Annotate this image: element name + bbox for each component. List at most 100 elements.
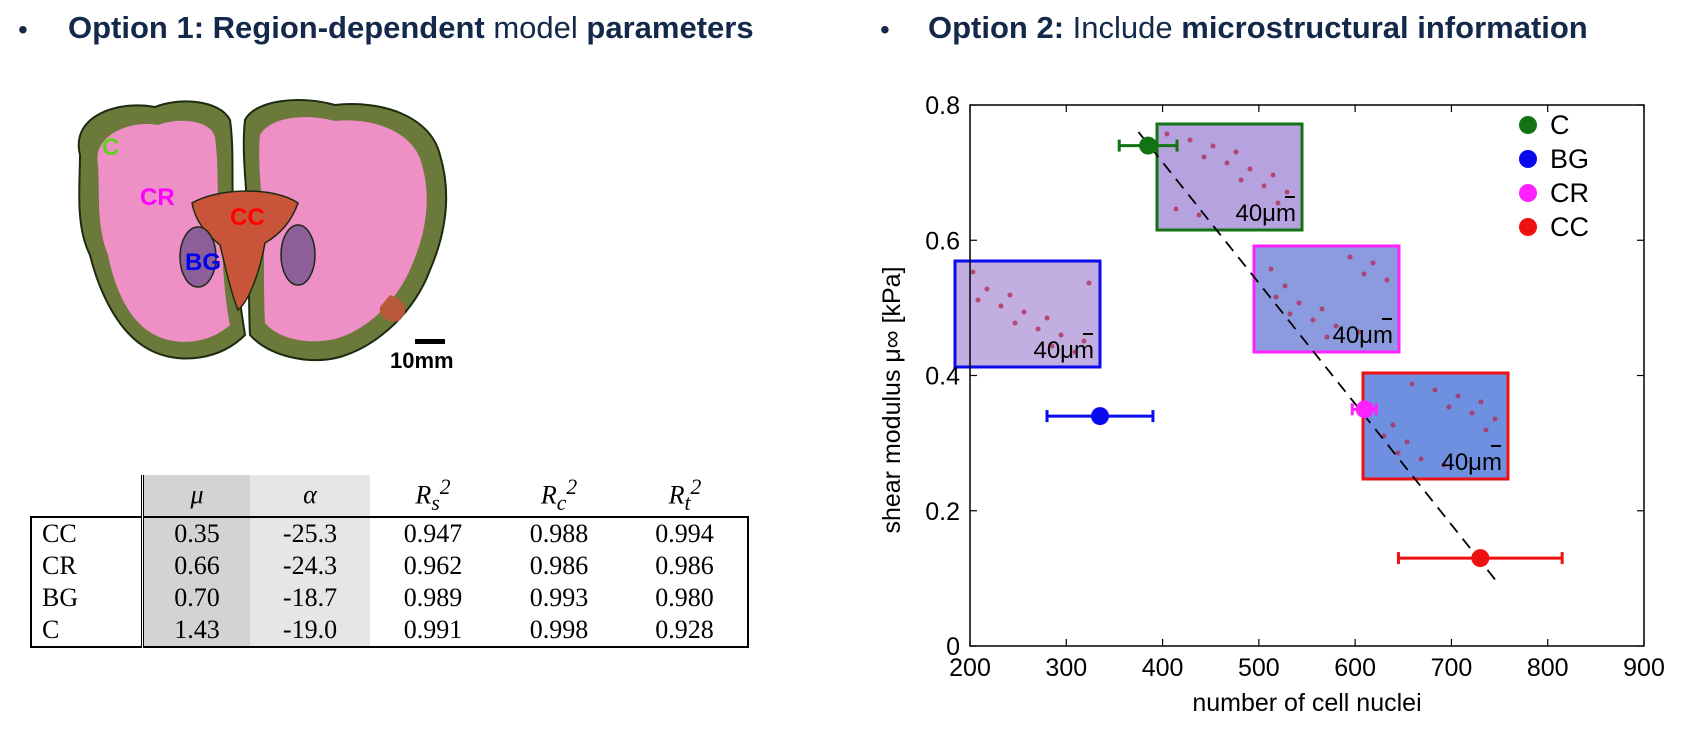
left-heading-prefix: Option 1: Region-dependent: [68, 10, 485, 45]
data-marks: [1045, 131, 1564, 586]
header-rc2: Rc2: [540, 475, 578, 515]
cell-nucleus-dot: [1238, 177, 1244, 183]
cell-nucleus-dot: [1284, 189, 1290, 195]
right-heading: Option 2: Include microstructural inform…: [928, 10, 1588, 46]
data-point-cr: [1355, 400, 1374, 419]
micro-scale-label: 40μm: [1332, 322, 1393, 349]
label-cc: CC: [230, 204, 265, 231]
cell-nucleus-dot: [1395, 450, 1401, 456]
table-cell: -25.3: [250, 516, 370, 550]
table-cell: 0.947: [403, 518, 463, 548]
shear-modulus-chart: 40μm 40μm 40μm 40μm 200 300 400 500 600 700 800 90…: [878, 95, 1665, 717]
cell-nucleus-dot: [1319, 306, 1325, 312]
y-axis-label: shear modulus μ∞ [kPa]: [878, 266, 906, 533]
x-tick-label: 900: [1623, 654, 1665, 682]
cell-nucleus-dot: [1446, 404, 1452, 410]
cell-nucleus-dot: [1196, 212, 1202, 218]
cell-nucleus-dot: [1287, 311, 1293, 317]
micro-scale-label: 40μm: [1441, 449, 1502, 476]
label-cr: CR: [140, 184, 175, 211]
cell-nucleus-dot: [1224, 160, 1230, 166]
left-heading-middle: model: [484, 10, 587, 45]
legend-label-bg: BG: [1550, 144, 1589, 174]
cell-nucleus-dot: [1404, 439, 1410, 445]
cell-nucleus-dot: [1361, 271, 1367, 277]
left-bullet: •: [18, 14, 28, 45]
cell-nucleus-dot: [1275, 200, 1281, 206]
cell-nucleus-dot: [1273, 294, 1279, 300]
x-tick-label: 200: [949, 654, 991, 682]
axis-ticks: 200 300 400 500 600 700 800 900 0 0.2 0.4 0.6 0.8: [925, 95, 1665, 682]
cell-nucleus-dot: [1081, 338, 1087, 344]
right-heading-prefix: Option 2:: [928, 10, 1065, 45]
table-cell: 1.43: [142, 613, 250, 647]
x-tick-label: 300: [1045, 654, 1087, 682]
data-point-bg: [1090, 407, 1109, 426]
table-row-label: C: [31, 613, 144, 647]
cell-nucleus-dot: [1418, 456, 1424, 462]
cell-nucleus-dot: [1270, 172, 1276, 178]
cell-nucleus-dot: [1441, 462, 1447, 468]
table-cell: 0.991: [403, 614, 463, 644]
cell-nucleus-dot: [1296, 300, 1302, 306]
table-cell: 0.70: [142, 581, 250, 614]
label-bg: BG: [185, 249, 221, 276]
y-tick-label: 0: [946, 633, 960, 661]
cell-nucleus-dot: [1058, 332, 1064, 338]
cell-nucleus-dot: [984, 286, 990, 292]
header-mu: μ: [142, 475, 250, 517]
cell-nucleus-dot: [1492, 416, 1498, 422]
cell-nucleus-dot: [1187, 137, 1193, 143]
cell-nucleus-dot: [1268, 266, 1274, 272]
legend-marker-c: [1519, 116, 1537, 134]
right-bullet: •: [880, 14, 890, 45]
legend-marker-bg: [1519, 150, 1537, 168]
parameter-table: μ α Rs2 Rc2 Rt2 CC 0.35 -25.3 0.947 0.988 0.9…: [30, 475, 749, 648]
cell-nucleus-dot: [1483, 427, 1489, 433]
inset-group: 40μm 40μm 40μm 40μm: [953, 122, 1510, 481]
table-row-label: BG: [31, 581, 144, 614]
table-row-label: CR: [31, 549, 144, 582]
cell-nucleus-dot: [1347, 254, 1353, 260]
cell-nucleus-dot: [1370, 260, 1376, 266]
cell-nucleus-dot: [1021, 309, 1027, 315]
table-cell: 0.993: [529, 582, 589, 612]
cell-nucleus-dot: [1455, 393, 1461, 399]
legend-label-c: C: [1550, 110, 1570, 140]
header-region: [31, 475, 144, 517]
scale-bar: [415, 339, 445, 344]
y-tick-label: 0.8: [925, 95, 960, 120]
legend-marker-cr: [1519, 184, 1537, 202]
right-heading-middle: Include: [1064, 10, 1182, 45]
y-tick-label: 0.4: [925, 363, 960, 391]
right-heading-suffix: microstructural information: [1181, 10, 1588, 45]
legend-label-cc: CC: [1550, 212, 1589, 242]
cell-nucleus-dot: [1282, 283, 1288, 289]
tissue-tail: [379, 295, 406, 322]
table-cell: 0.989: [403, 582, 463, 612]
cell-nucleus-dot: [1044, 315, 1050, 321]
table-row: BG 0.70 -18.7 0.989 0.993 0.980: [31, 581, 748, 614]
header-rs2: Rs2: [415, 475, 451, 515]
cell-nucleus-dot: [1007, 292, 1013, 298]
y-tick-label: 0.2: [925, 498, 960, 526]
cell-nucleus-dot: [1072, 349, 1078, 355]
x-tick-label: 500: [1238, 654, 1280, 682]
cell-nucleus-dot: [1469, 410, 1475, 416]
table-row: C 1.43 -19.0 0.991 0.998 0.928: [31, 613, 748, 647]
legend: C BG CR CC: [1519, 110, 1589, 242]
table-cell: 0.962: [403, 550, 463, 580]
cell-nucleus-dot: [1310, 317, 1316, 323]
table-cell: 0.988: [529, 518, 589, 548]
cell-nucleus-dot: [975, 297, 981, 303]
cell-nucleus-dot: [1173, 206, 1179, 212]
cell-nucleus-dot: [1409, 381, 1415, 387]
basal-ganglia-right: [280, 224, 316, 286]
cell-nucleus-dot: [1478, 399, 1484, 405]
cell-nucleus-dot: [1432, 387, 1438, 393]
left-heading: Option 1: Region-dependent model paramet…: [68, 10, 754, 46]
table-cell: -24.3: [250, 549, 370, 582]
data-point-cc: [1471, 549, 1490, 568]
cell-nucleus-dot: [1201, 154, 1207, 160]
x-tick-label: 800: [1527, 654, 1569, 682]
